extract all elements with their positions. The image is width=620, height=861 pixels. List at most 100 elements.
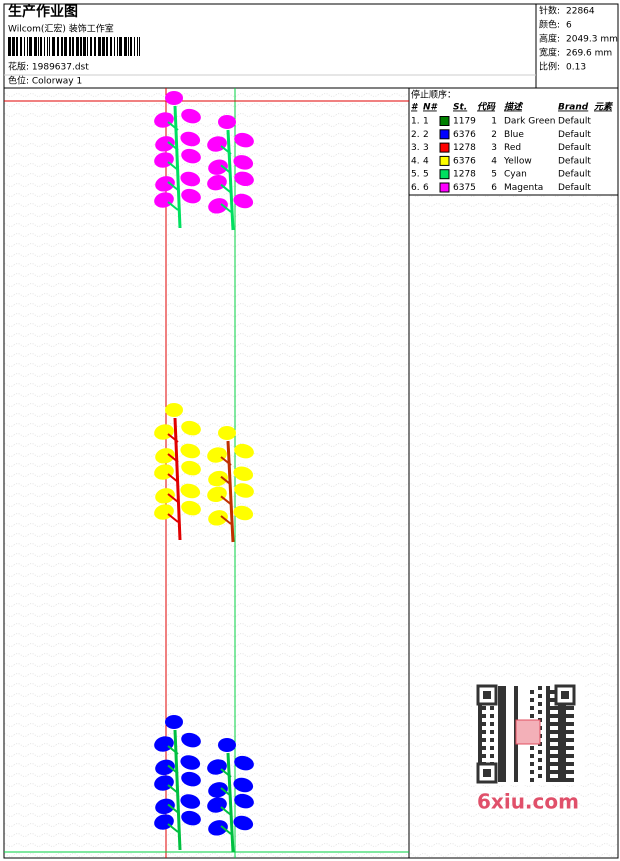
qr-cell	[566, 738, 570, 742]
qr-cell	[566, 706, 570, 710]
qr-cell	[498, 710, 502, 714]
column-header: 描述	[504, 102, 524, 113]
qr-cell	[498, 714, 502, 718]
leaf	[165, 715, 183, 729]
qr-cell	[538, 694, 542, 698]
qr-cell	[502, 686, 506, 690]
leaf	[165, 91, 183, 105]
leaf	[233, 815, 254, 831]
qr-cell	[514, 714, 518, 718]
info-value: 269.6 mm	[566, 49, 612, 59]
qr-cell	[502, 758, 506, 762]
leaf	[180, 794, 201, 809]
qr-cell	[514, 698, 518, 702]
leaf	[180, 755, 201, 770]
barcode-bar	[38, 37, 39, 56]
leaf	[181, 732, 201, 748]
qr-cell	[482, 722, 486, 726]
qr-cell	[546, 698, 550, 702]
barcode-bar	[137, 37, 138, 56]
leaf	[181, 108, 201, 124]
qr-cell	[550, 778, 554, 782]
barcode-bar	[49, 37, 50, 56]
qr-cell	[546, 718, 550, 722]
qr-cell	[490, 730, 494, 734]
twig	[167, 784, 179, 794]
qr-cell	[566, 714, 570, 718]
leaf	[155, 759, 175, 776]
colorway: 色位: Colorway 1	[8, 75, 82, 87]
color-swatch	[439, 142, 450, 153]
row-index: 4.	[411, 156, 420, 166]
info-label: 颜色:	[539, 19, 560, 31]
qr-cell	[502, 722, 506, 726]
qr-cell	[554, 714, 558, 718]
barcode-bar	[20, 37, 22, 56]
leaf	[155, 448, 175, 464]
leaf	[208, 198, 228, 214]
leaf	[181, 500, 201, 516]
twig	[220, 768, 232, 778]
qr-cell	[550, 706, 554, 710]
qr-cell	[514, 758, 518, 762]
qr-cell	[530, 746, 534, 750]
row-brand: Default	[558, 143, 591, 153]
barcode-bar	[24, 37, 25, 56]
qr-cell	[538, 750, 542, 754]
qr-cell	[562, 706, 566, 710]
qr-cell	[546, 690, 550, 694]
qr-cell	[490, 714, 494, 718]
row-stitches: 1278	[453, 143, 476, 153]
qr-cell	[502, 726, 506, 730]
leaf	[218, 426, 236, 440]
qr-cell	[530, 706, 534, 710]
twig	[167, 473, 179, 483]
qr-cell	[562, 734, 566, 738]
twig	[220, 825, 232, 835]
qr-cell	[482, 746, 486, 750]
qr-cell	[562, 710, 566, 714]
qr-cell	[498, 722, 502, 726]
qr-cell	[570, 722, 574, 726]
leaf	[208, 159, 228, 175]
row-code: 5	[491, 170, 497, 180]
qr-cell	[498, 766, 502, 770]
qr-cell	[558, 770, 562, 774]
info-label: 宽度:	[539, 47, 560, 59]
qr-cell	[546, 710, 550, 714]
leaf	[181, 148, 201, 164]
qr-cell	[566, 754, 570, 758]
qr-cell	[498, 694, 502, 698]
leaf	[181, 771, 201, 787]
barcode-bar	[34, 37, 37, 56]
qr-cell	[566, 778, 570, 782]
leaf	[180, 483, 201, 499]
qr-cell	[546, 766, 550, 770]
design-file: 花版: 1989637.dst	[8, 61, 89, 73]
qr-cell	[546, 758, 550, 762]
barcode-bar	[128, 37, 129, 56]
qr-cell	[502, 774, 506, 778]
twig	[167, 121, 179, 131]
leaf	[181, 460, 201, 476]
qr-cell	[498, 778, 502, 782]
qr-cell	[554, 770, 558, 774]
qr-cell	[562, 754, 566, 758]
qr-cell	[562, 730, 566, 734]
qr-cell	[546, 762, 550, 766]
qr-finder	[483, 691, 491, 699]
twig	[220, 203, 232, 213]
qr-cell	[546, 726, 550, 730]
qr-cell	[502, 746, 506, 750]
qr-cell	[570, 730, 574, 734]
title: 生产作业图	[8, 3, 78, 20]
leaf	[218, 738, 236, 752]
leaf	[234, 132, 254, 148]
qr-cell	[570, 706, 574, 710]
qr-cell	[546, 750, 550, 754]
qr-cell	[554, 738, 558, 742]
qr-cell	[538, 710, 542, 714]
info-label: 比例:	[539, 61, 560, 73]
qr-cell	[550, 770, 554, 774]
qr-cell	[554, 754, 558, 758]
